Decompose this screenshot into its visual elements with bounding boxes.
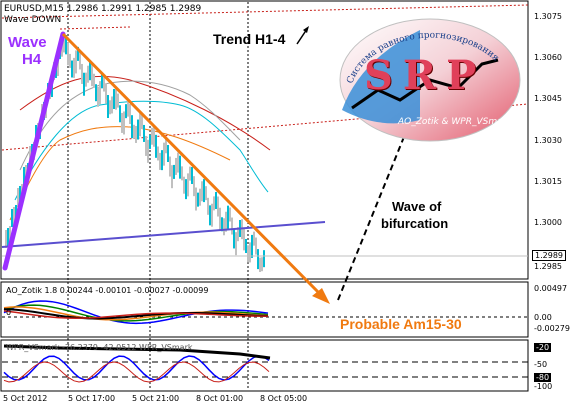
- ao-header: AO_Zotik 1.8 0.00244 -0.00101 -0.00027 -…: [6, 286, 209, 295]
- wpr-axis-tick: -100: [534, 382, 553, 391]
- time-tick: 8 Oct 01:00: [196, 394, 244, 403]
- time-tick: 5 Oct 21:00: [132, 394, 180, 403]
- main-chart-frame: [0, 0, 529, 280]
- moving-average-orange: [9, 126, 231, 221]
- bifurcation-line: [337, 121, 411, 301]
- price-tick: 1.3060: [534, 53, 562, 62]
- wave-h4-line: [2, 31, 66, 271]
- price-tick: 1.3000: [534, 218, 562, 227]
- wave-h4-label-line2: H4: [22, 51, 42, 68]
- bifurcation-label-line1: Wave of: [392, 199, 442, 214]
- wpr-line-black: [3, 344, 271, 360]
- wpr-line-red: [3, 361, 270, 383]
- wpr-axis-tick: -80: [534, 373, 552, 382]
- price-tick: 1.2985: [534, 262, 562, 271]
- price-tick: 1.3030: [534, 136, 562, 145]
- moving-average-gray: [19, 80, 241, 171]
- logo-letters: SRP: [364, 52, 487, 99]
- wpr-panel-frame: [0, 339, 529, 392]
- logo-bottom-text: AO_Zotik & WPR_VSmark: [398, 117, 512, 127]
- time-tick: 5 Oct 17:00: [68, 394, 116, 403]
- ao-axis-tick: 0.00: [534, 313, 552, 322]
- wpr-header: WPR_VSmark -76.2379 -42.0512 WPR_VSmark: [6, 343, 193, 352]
- bifurcation-label-line2: bifurcation: [381, 216, 449, 231]
- symbol-info: EURUSD,M15 1.2986 1.2991 1.2985 1.2989: [4, 4, 202, 14]
- time-tick: 8 Oct 05:00: [260, 394, 308, 403]
- ao-axis-tick: 0.00497: [534, 284, 568, 293]
- logo-zigzag: [351, 58, 499, 110]
- wpr-axis-tick: -20: [534, 343, 552, 352]
- wave-h4-label-line1: Wave: [8, 34, 47, 51]
- ao-line-black: [3, 308, 269, 320]
- probable-label: Probable Am15-30: [340, 316, 462, 332]
- wpr-axis-tick: -50: [534, 360, 548, 369]
- trend-arrow-head: [303, 26, 309, 33]
- trend-label: Trend H1-4: [213, 31, 286, 47]
- ao-axis-tick: -0.00279: [534, 324, 570, 333]
- ao-panel-frame: [0, 281, 529, 338]
- ao-zero-label: 0: [6, 308, 12, 317]
- channel-line: [59, 26, 131, 30]
- probable-arrow-line: [61, 32, 324, 298]
- probable-arrow-head: [312, 288, 330, 304]
- ao-line-blue: [3, 300, 269, 325]
- moving-average-red: [19, 75, 271, 151]
- price-tick: 1.3075: [534, 12, 562, 21]
- current-price-box: 1.2989: [532, 250, 566, 261]
- moving-average-cyan: [14, 100, 269, 201]
- ao-line-orange: [3, 306, 269, 321]
- wave-down-label: Wave DOWN: [4, 15, 62, 25]
- trendline-purple: [1, 221, 326, 248]
- price-tick: 1.3045: [534, 94, 562, 103]
- price-tick: 1.3015: [534, 177, 562, 186]
- time-tick: 5 Oct 2012: [3, 394, 48, 403]
- ao-line-green: [3, 304, 269, 322]
- ao-line-red: [3, 310, 269, 319]
